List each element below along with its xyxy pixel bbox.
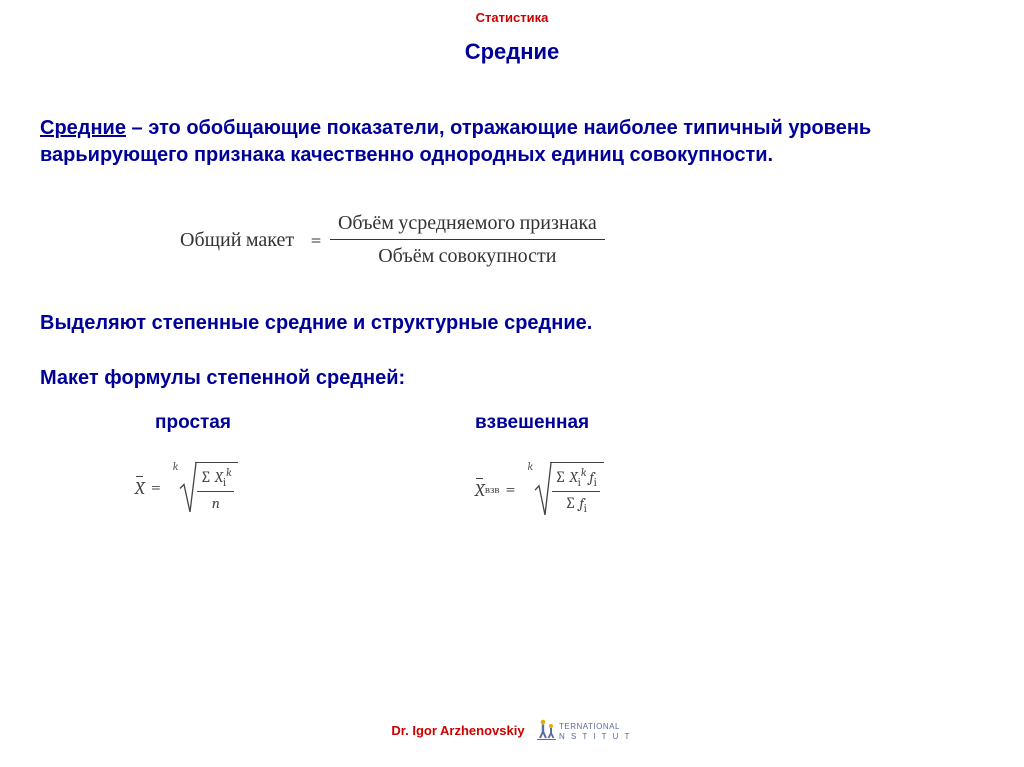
definition-paragraph: Средние – это обобщающие показатели, отр…	[40, 115, 984, 169]
xbar-symbol: X	[475, 478, 485, 501]
fraction: ∑ Xik fi ∑ fi	[552, 466, 600, 515]
definition-term: Средние	[40, 117, 126, 139]
logo-text-bottom: N S T I T U T E	[559, 732, 633, 741]
xbar-subscript: взв	[485, 483, 500, 496]
equals-sign: =	[145, 477, 167, 498]
general-formula-fraction: Объём усредняемого признака Объём совоку…	[330, 209, 605, 270]
denominator: ∑ fi	[552, 492, 600, 515]
topic-label: Статистика	[40, 10, 984, 25]
general-formula-denominator: Объём совокупности	[330, 240, 605, 270]
xbar-symbol: X	[135, 476, 145, 499]
radical-icon	[179, 462, 197, 513]
definition-dash: –	[126, 117, 148, 139]
fraction: ∑ Xik n	[197, 466, 234, 512]
root-index: k	[173, 460, 178, 473]
footer: Dr. Igor Arzhenovskiy TERNATIONAL N S T …	[0, 717, 1024, 743]
numerator: ∑ Xik	[197, 466, 234, 492]
kth-root: k ∑ Xik fi	[528, 462, 604, 516]
formula-intro: Макет формулы степенной средней:	[40, 367, 984, 390]
formula-weighted: Xвзв = k ∑ Xik fi	[475, 462, 855, 516]
column-weighted-head: взвешенная	[475, 412, 855, 434]
root-index: k	[528, 460, 533, 473]
kth-root: k ∑ Xik n	[173, 462, 239, 513]
formula-columns: простая X = k	[40, 412, 984, 516]
column-simple-head: простая	[155, 412, 475, 434]
formula-simple: X = k ∑ Xik	[135, 462, 475, 513]
column-weighted: взвешенная Xвзв = k	[475, 412, 855, 516]
slide: Статистика Средние Средние – это обобщаю…	[0, 0, 1024, 767]
general-formula-numerator: Объём усредняемого признака	[330, 209, 605, 240]
general-formula-lhs: Общий макет	[180, 228, 304, 252]
radical-icon	[534, 462, 552, 516]
slide-title: Средние	[40, 39, 984, 65]
definition-text: это обобщающие показатели, отражающие на…	[40, 117, 871, 166]
denominator: n	[197, 492, 234, 512]
logo-text-top: TERNATIONAL	[559, 722, 620, 731]
numerator: ∑ Xik fi	[552, 466, 600, 492]
equals-sign: =	[500, 479, 522, 500]
types-sentence: Выделяют степенные средние и структурные…	[40, 312, 984, 335]
column-simple: простая X = k	[155, 412, 475, 516]
institute-logo-icon: TERNATIONAL N S T I T U T E	[537, 717, 633, 743]
general-formula: Общий макет = Объём усредняемого признак…	[180, 209, 984, 270]
author-name: Dr. Igor Arzhenovskiy	[391, 723, 524, 738]
equals-sign: =	[308, 228, 325, 251]
